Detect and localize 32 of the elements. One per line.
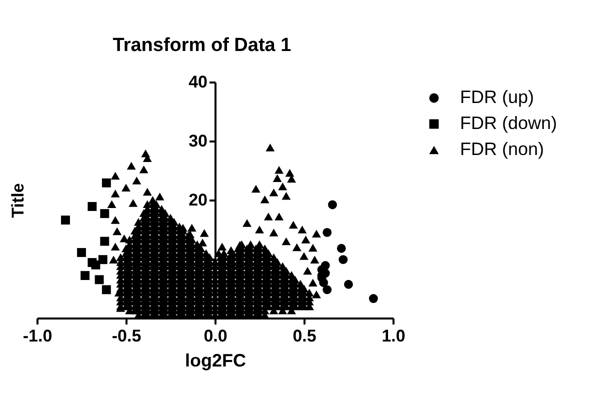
legend-label: FDR (non) bbox=[460, 139, 544, 159]
point bbox=[336, 244, 346, 253]
y-tick-label: 30 bbox=[188, 132, 208, 150]
y-tick-label: 40 bbox=[188, 72, 208, 92]
point bbox=[88, 202, 97, 211]
legend-label: FDR (down) bbox=[460, 113, 558, 133]
point bbox=[344, 280, 353, 289]
point bbox=[98, 255, 108, 264]
x-tick-label: 1.0 bbox=[382, 326, 406, 346]
point bbox=[328, 200, 337, 210]
y-tick-label: 20 bbox=[188, 190, 208, 210]
point bbox=[61, 216, 70, 225]
point bbox=[338, 255, 348, 264]
x-tick-label: 0.5 bbox=[292, 326, 316, 346]
chart-title: Transform of Data 1 bbox=[112, 35, 292, 56]
x-tick-label: -1.0 bbox=[22, 326, 52, 346]
point bbox=[322, 228, 332, 237]
y-axis-title: Title bbox=[8, 183, 28, 218]
point bbox=[94, 275, 104, 284]
x-tick-label: 0.0 bbox=[204, 326, 228, 346]
point bbox=[102, 285, 111, 294]
x-tick-label: -0.5 bbox=[112, 326, 142, 346]
point bbox=[102, 178, 111, 188]
x-axis-title: log2FC bbox=[185, 350, 246, 370]
point bbox=[322, 285, 332, 294]
point bbox=[91, 260, 100, 270]
point bbox=[100, 209, 110, 218]
legend-label: FDR (up) bbox=[460, 87, 534, 107]
point bbox=[100, 236, 110, 246]
point bbox=[77, 248, 86, 257]
point bbox=[368, 294, 378, 303]
point bbox=[80, 271, 90, 280]
